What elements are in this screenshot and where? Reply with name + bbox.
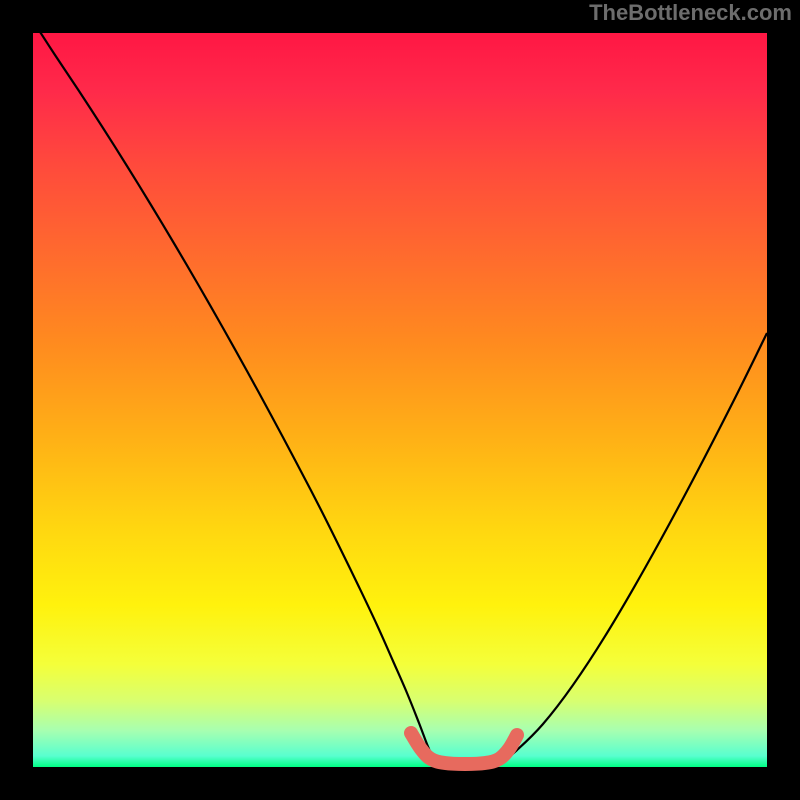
watermark-text: TheBottleneck.com [589,0,792,26]
plot-background [33,33,767,767]
chart-svg [0,0,800,800]
chart-stage: TheBottleneck.com [0,0,800,800]
